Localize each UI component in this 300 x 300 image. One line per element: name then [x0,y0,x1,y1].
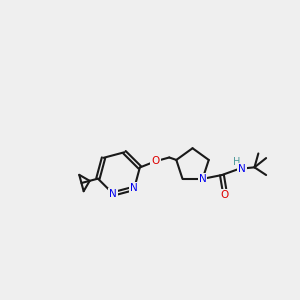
Text: O: O [220,190,228,200]
Text: O: O [151,156,160,166]
Text: N: N [130,183,138,193]
Text: N: N [199,174,206,184]
Text: H: H [233,157,240,167]
Text: N: N [238,164,246,174]
Text: N: N [110,189,117,199]
